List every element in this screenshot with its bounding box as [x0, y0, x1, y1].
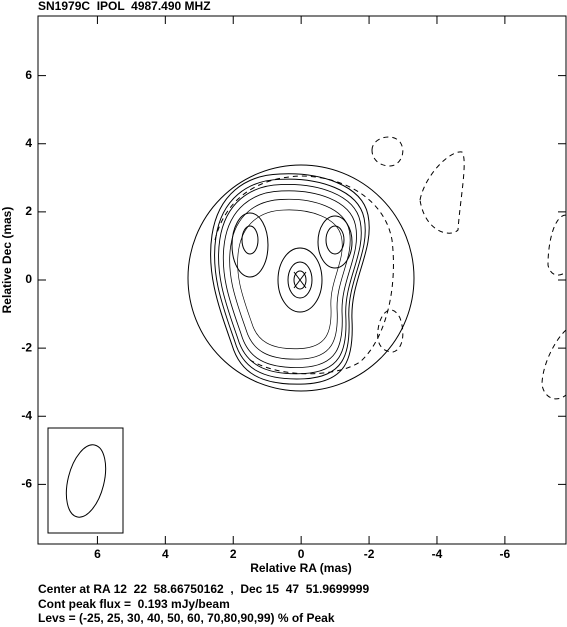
x-tick-label: 2	[230, 547, 237, 561]
footer-line: Levs = (-25, 25, 30, 40, 50, 60, 70,80,9…	[38, 611, 335, 625]
chart-title: SN1979C IPOL 4987.490 MHZ	[38, 0, 211, 13]
x-axis-label: Relative RA (mas)	[250, 561, 352, 575]
y-tick-label: 0	[25, 272, 32, 286]
beam-box	[47, 427, 124, 534]
footer-line: Cont peak flux = 0.193 mJy/beam	[38, 597, 230, 611]
plot-frame	[37, 15, 567, 545]
x-tick-label: 4	[162, 547, 169, 561]
negative-contours	[214, 136, 567, 400]
y-axis-label: Relative Dec (mas)	[0, 207, 14, 314]
x-tick-label: -6	[500, 547, 511, 561]
y-tick-label: -2	[21, 340, 32, 354]
y-tick-label: 2	[25, 204, 32, 218]
x-tick-label: 0	[298, 547, 305, 561]
beam	[65, 444, 107, 518]
x-tick-label: -2	[364, 547, 375, 561]
contour-map	[187, 136, 567, 400]
y-tick-label: 4	[25, 136, 32, 150]
y-tick-label: 6	[25, 68, 32, 82]
x-tick-label: -4	[432, 547, 443, 561]
y-tick-label: -6	[21, 477, 32, 491]
positive-contours	[210, 173, 370, 385]
footer-line: Center at RA 12 22 58.66750162 , Dec 15 …	[38, 582, 369, 596]
y-tick-label: -4	[21, 408, 32, 422]
shell-model	[187, 164, 415, 392]
x-tick-label: 6	[94, 547, 101, 561]
